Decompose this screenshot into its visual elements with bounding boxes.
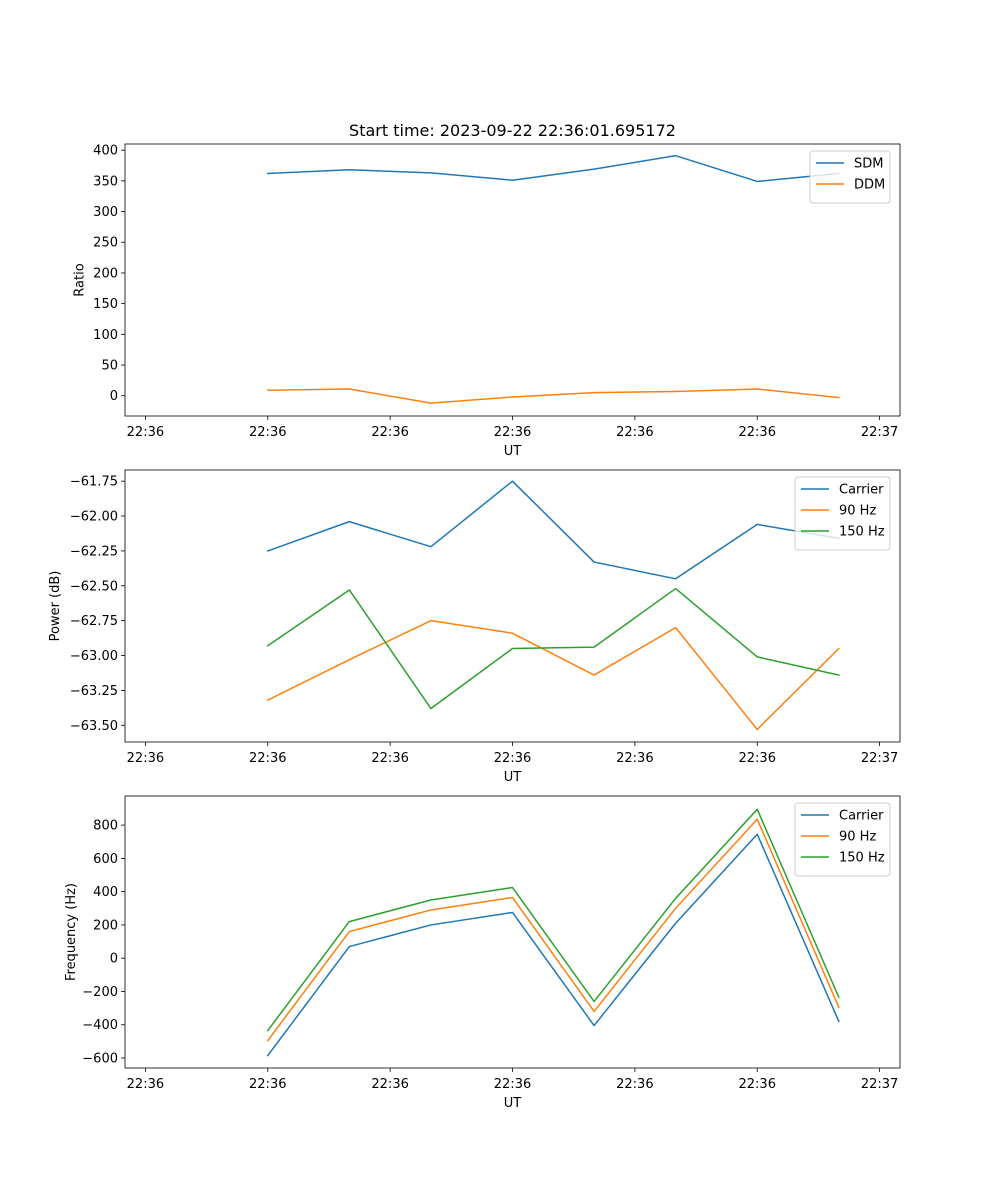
x-tick-label: 22:37 — [861, 425, 898, 440]
y-tick-label: 250 — [93, 236, 118, 251]
y-tick-label: −600 — [82, 1052, 118, 1067]
x-tick-label: 22:36 — [249, 1077, 286, 1092]
axes-frame — [124, 795, 901, 1069]
legend: Carrier 90 Hz 150 Hz — [794, 476, 891, 551]
y-tick-label: 200 — [93, 918, 118, 933]
y-tick-label: −62.50 — [70, 579, 118, 594]
y-tick-label: −400 — [82, 1018, 118, 1033]
x-tick-label: 22:36 — [739, 1077, 776, 1092]
y-tick-label: 0 — [110, 952, 118, 967]
y-axis-label: Frequency (Hz) — [64, 883, 79, 981]
x-tick-label: 22:36 — [739, 425, 776, 440]
legend-label: Carrier — [839, 809, 884, 824]
x-tick-label: 22:36 — [371, 751, 408, 766]
y-tick-label: 600 — [93, 852, 118, 867]
x-tick-label: 22:36 — [371, 425, 408, 440]
subplot-2: −63.50 −63.25 −63.00 −62.75 −62.50 −62.25 −62.… — [48, 469, 901, 785]
legend-label: 150 Hz — [839, 525, 885, 540]
x-tick-label: 22:36 — [127, 1077, 164, 1092]
axes-frame — [124, 143, 901, 417]
x-tick-label: 22:36 — [616, 425, 653, 440]
legend-label: 90 Hz — [839, 504, 876, 519]
series-line-carrier — [266, 833, 840, 1057]
x-tick-label: 22:36 — [249, 751, 286, 766]
legend: SDM DDM — [809, 150, 891, 204]
x-tick-label: 22:37 — [861, 751, 898, 766]
series-line-150-hz — [266, 587, 840, 710]
y-axis-label: Ratio — [72, 263, 87, 296]
series-line-90-hz — [266, 619, 840, 731]
y-tick-label: −63.50 — [70, 719, 118, 734]
chart-title: Start time: 2023-09-22 22:36:01.695172 — [349, 121, 676, 140]
y-tick-label: 200 — [93, 266, 118, 281]
y-tick-label: −62.75 — [70, 614, 118, 629]
y-tick-label: 350 — [93, 174, 118, 189]
y-tick-label: −62.25 — [70, 544, 118, 559]
x-tick-label: 22:36 — [127, 425, 164, 440]
y-tick-label: 300 — [93, 205, 118, 220]
legend-label: DDM — [854, 178, 885, 193]
x-tick-label: 22:36 — [249, 425, 286, 440]
x-tick-label: 22:36 — [127, 751, 164, 766]
x-axis-label: UT — [504, 770, 522, 785]
y-tick-label: 150 — [93, 297, 118, 312]
legend-label: 90 Hz — [839, 830, 876, 845]
series-line-carrier — [266, 480, 840, 580]
x-axis-label: UT — [504, 444, 522, 459]
y-tick-label: 50 — [101, 359, 118, 374]
y-tick-label: −61.75 — [70, 475, 118, 490]
x-tick-label: 22:37 — [861, 1077, 898, 1092]
series-line-90-hz — [266, 818, 840, 1042]
y-tick-label: 400 — [93, 885, 118, 900]
x-axis-label: UT — [504, 1096, 522, 1111]
x-tick-label: 22:36 — [494, 425, 531, 440]
y-tick-label: 400 — [93, 144, 118, 159]
x-tick-label: 22:36 — [616, 1077, 653, 1092]
legend: Carrier 90 Hz 150 Hz — [794, 802, 891, 877]
subplot-1: Start time: 2023-09-22 22:36:01.695172 0 5… — [72, 121, 901, 459]
x-tick-label: 22:36 — [494, 1077, 531, 1092]
y-tick-label: −200 — [82, 985, 118, 1000]
series-line-150-hz — [266, 808, 840, 1032]
legend-label: SDM — [854, 157, 883, 172]
x-tick-label: 22:36 — [739, 751, 776, 766]
legend-label: 150 Hz — [839, 851, 885, 866]
series-line-ddm — [266, 388, 840, 404]
series-line-sdm — [266, 154, 840, 183]
y-tick-label: 800 — [93, 819, 118, 834]
y-tick-label: −62.00 — [70, 510, 118, 525]
y-tick-label: 0 — [110, 389, 118, 404]
legend-box — [809, 150, 891, 204]
x-tick-label: 22:36 — [371, 1077, 408, 1092]
y-tick-label: 100 — [93, 328, 118, 343]
y-tick-label: −63.00 — [70, 649, 118, 664]
x-tick-label: 22:36 — [616, 751, 653, 766]
axes-frame — [124, 469, 901, 743]
y-axis-label: Power (dB) — [48, 571, 63, 642]
subplot-3: −600 −400 −200 0 200 400 600 800 22:36 22:36 22:36… — [64, 795, 901, 1111]
y-tick-label: −63.25 — [70, 684, 118, 699]
x-tick-label: 22:36 — [494, 751, 531, 766]
legend-label: Carrier — [839, 483, 884, 498]
